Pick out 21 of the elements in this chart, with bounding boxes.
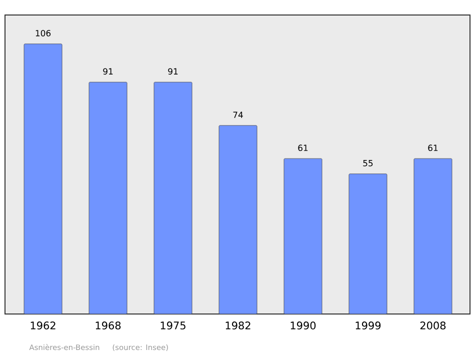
bar: [88, 82, 128, 314]
x-tick-label: 1999: [356, 322, 381, 330]
x-tick-label: 1982: [226, 322, 250, 330]
data-label: 91: [103, 68, 113, 75]
data-label: 106: [36, 30, 51, 36]
bar: [414, 158, 452, 314]
bar: [284, 158, 322, 314]
data-label: 91: [168, 68, 178, 75]
bar: [348, 174, 388, 314]
bar: [218, 125, 258, 314]
data-label: 74: [233, 112, 243, 118]
bar: [154, 82, 192, 314]
x-tick-label: 1975: [160, 322, 186, 330]
x-tick-label: 2008: [420, 322, 446, 330]
bar: [24, 44, 62, 314]
x-tick-label: 1962: [30, 322, 56, 330]
data-label: 55: [363, 160, 373, 166]
x-tick-label: 1968: [96, 322, 121, 330]
x-tick-label: 1990: [290, 322, 316, 330]
data-label: 61: [298, 144, 308, 152]
data-label: 61: [428, 144, 438, 152]
